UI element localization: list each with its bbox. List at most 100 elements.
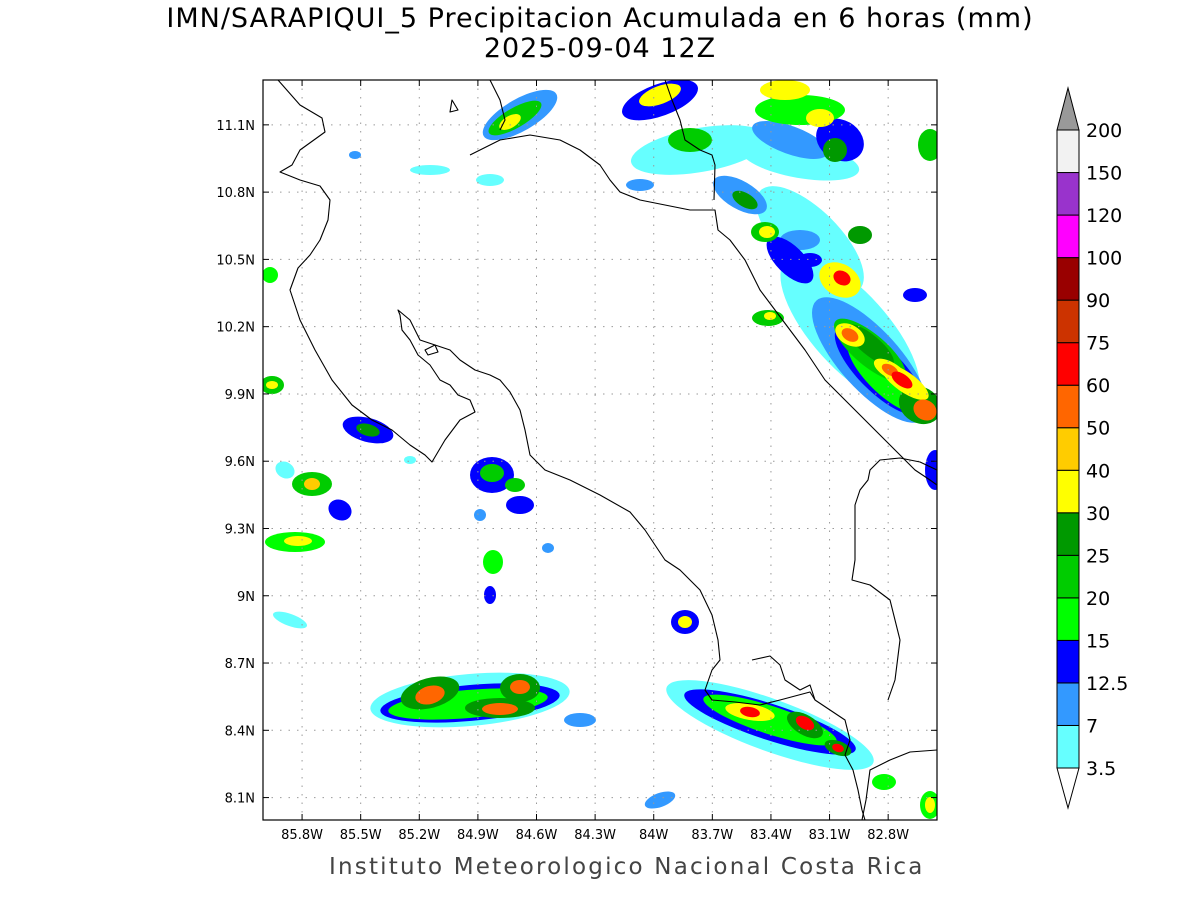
precip-contour xyxy=(833,270,851,286)
colorbar-swatch xyxy=(1056,214,1080,259)
colorbar-label: 75 xyxy=(1086,333,1110,355)
precip-contour xyxy=(740,706,760,718)
lon-tick-label: 83.4W xyxy=(750,828,792,843)
precipitation-field xyxy=(263,80,937,819)
precip-contour xyxy=(564,713,596,727)
colorbar-swatch xyxy=(1056,724,1080,769)
precip-contour xyxy=(848,226,872,244)
precip-contour xyxy=(764,312,776,320)
precip-contour xyxy=(484,586,496,604)
map-date: 2025-09-04 12Z xyxy=(483,33,717,64)
precip-contour xyxy=(795,715,815,731)
colorbar-label: 120 xyxy=(1086,205,1122,227)
colorbar-label: 60 xyxy=(1086,375,1110,397)
colorbar-swatch xyxy=(1056,682,1080,726)
colorbar-label: 25 xyxy=(1086,545,1110,567)
lat-tick-label: 8.4N xyxy=(225,724,255,739)
coastline-path xyxy=(861,749,937,820)
precip-contour xyxy=(542,543,554,553)
coastline-path xyxy=(489,80,506,131)
precip-contour xyxy=(798,253,822,267)
footer-credit: Instituto Meteorologico Nacional Costa R… xyxy=(329,854,925,880)
precip-contour xyxy=(678,616,692,628)
precip-contour xyxy=(823,138,847,162)
coastline-path xyxy=(751,655,816,701)
axis-ticks: 85.8W 85.5W 85.2W 84.9W 84.6W 84.3W 84W 83.7W 83… xyxy=(216,80,937,843)
colorbar-swatch xyxy=(1056,639,1080,684)
map-title: IMN/SARAPIQUI_5 Precipitacion Acumulada … xyxy=(166,3,1034,34)
lat-tick-label: 8.7N xyxy=(225,657,255,672)
colorbar-swatch xyxy=(1056,257,1080,301)
precip-contour xyxy=(841,328,859,342)
precip-contour xyxy=(482,703,518,715)
plot-frame xyxy=(262,79,938,821)
precip-contour xyxy=(626,179,654,191)
precip-contour xyxy=(480,464,504,482)
precip-contour xyxy=(510,680,530,694)
precip-contour xyxy=(272,611,308,629)
lon-tick-label: 83.7W xyxy=(691,828,733,843)
precip-contour xyxy=(506,496,534,514)
precip-contour xyxy=(356,423,380,437)
colorbar-swatch xyxy=(1056,342,1080,386)
precip-contour xyxy=(891,371,913,389)
coastline-path xyxy=(424,344,439,356)
colorbar-swatch xyxy=(1056,129,1080,174)
coastline-path xyxy=(277,80,866,820)
precip-contour xyxy=(913,399,937,421)
colorbar-label: 40 xyxy=(1086,460,1110,482)
coastline-path xyxy=(851,457,937,701)
colorbar-swatch xyxy=(1056,512,1080,556)
colorbar-swatch xyxy=(1056,554,1080,599)
colorbar-label: 100 xyxy=(1086,248,1122,270)
precip-contour xyxy=(415,685,445,705)
coastline-path xyxy=(469,134,937,486)
colorbar-min-triangle xyxy=(1056,767,1080,810)
precip-contour xyxy=(505,478,525,492)
colorbar-swatch xyxy=(1056,384,1080,429)
precip-contour xyxy=(766,236,814,284)
lat-tick-label: 10.2N xyxy=(216,321,255,336)
precip-contour xyxy=(644,791,676,809)
lat-tick-label: 11.1N xyxy=(216,119,255,134)
colorbar-label: 7 xyxy=(1086,715,1098,737)
precip-contour xyxy=(284,536,312,546)
colorbar-label: 12.5 xyxy=(1086,673,1128,695)
lon-tick-label: 84.9W xyxy=(457,828,499,843)
lat-tick-label: 8.1N xyxy=(225,792,255,807)
precip-contour xyxy=(266,381,278,389)
precip-contour xyxy=(832,743,844,753)
lon-tick-label: 84.6W xyxy=(516,828,558,843)
precip-contour xyxy=(872,774,896,790)
lon-tick-label: 82.8W xyxy=(867,828,909,843)
colorbar-label: 150 xyxy=(1086,163,1122,185)
colorbar-legend: 3.5 7 12.5 15 20 25 30 40 50 60 75 90 100 120 150 200 xyxy=(1056,86,1128,810)
precip-contour xyxy=(903,288,927,302)
lon-tick-label: 84.3W xyxy=(574,828,616,843)
colorbar-swatch xyxy=(1056,427,1080,471)
precip-contour xyxy=(925,797,935,813)
lat-tick-label: 9N xyxy=(237,590,255,605)
colorbar-swatch xyxy=(1056,597,1080,641)
precip-contour xyxy=(410,165,450,175)
precip-contour xyxy=(263,267,278,283)
lon-tick-label: 85.2W xyxy=(398,828,440,843)
precip-contour xyxy=(668,128,712,152)
precip-contour xyxy=(752,121,828,159)
precip-contour xyxy=(275,461,295,479)
colorbar-swatch xyxy=(1056,469,1080,514)
grid-lines xyxy=(263,80,937,820)
precip-contour xyxy=(304,478,320,490)
lat-tick-label: 9.3N xyxy=(225,522,255,537)
lon-tick-label: 85.8W xyxy=(281,828,323,843)
lat-tick-label: 10.8N xyxy=(216,186,255,201)
lat-tick-label: 9.6N xyxy=(225,455,255,470)
precip-contour xyxy=(474,509,486,521)
colorbar-label: 20 xyxy=(1086,588,1110,610)
precip-contour xyxy=(806,109,834,127)
lon-tick-label: 85.5W xyxy=(340,828,382,843)
precip-contour xyxy=(499,114,521,130)
coastline-path xyxy=(664,80,716,201)
precip-contour xyxy=(759,226,775,238)
